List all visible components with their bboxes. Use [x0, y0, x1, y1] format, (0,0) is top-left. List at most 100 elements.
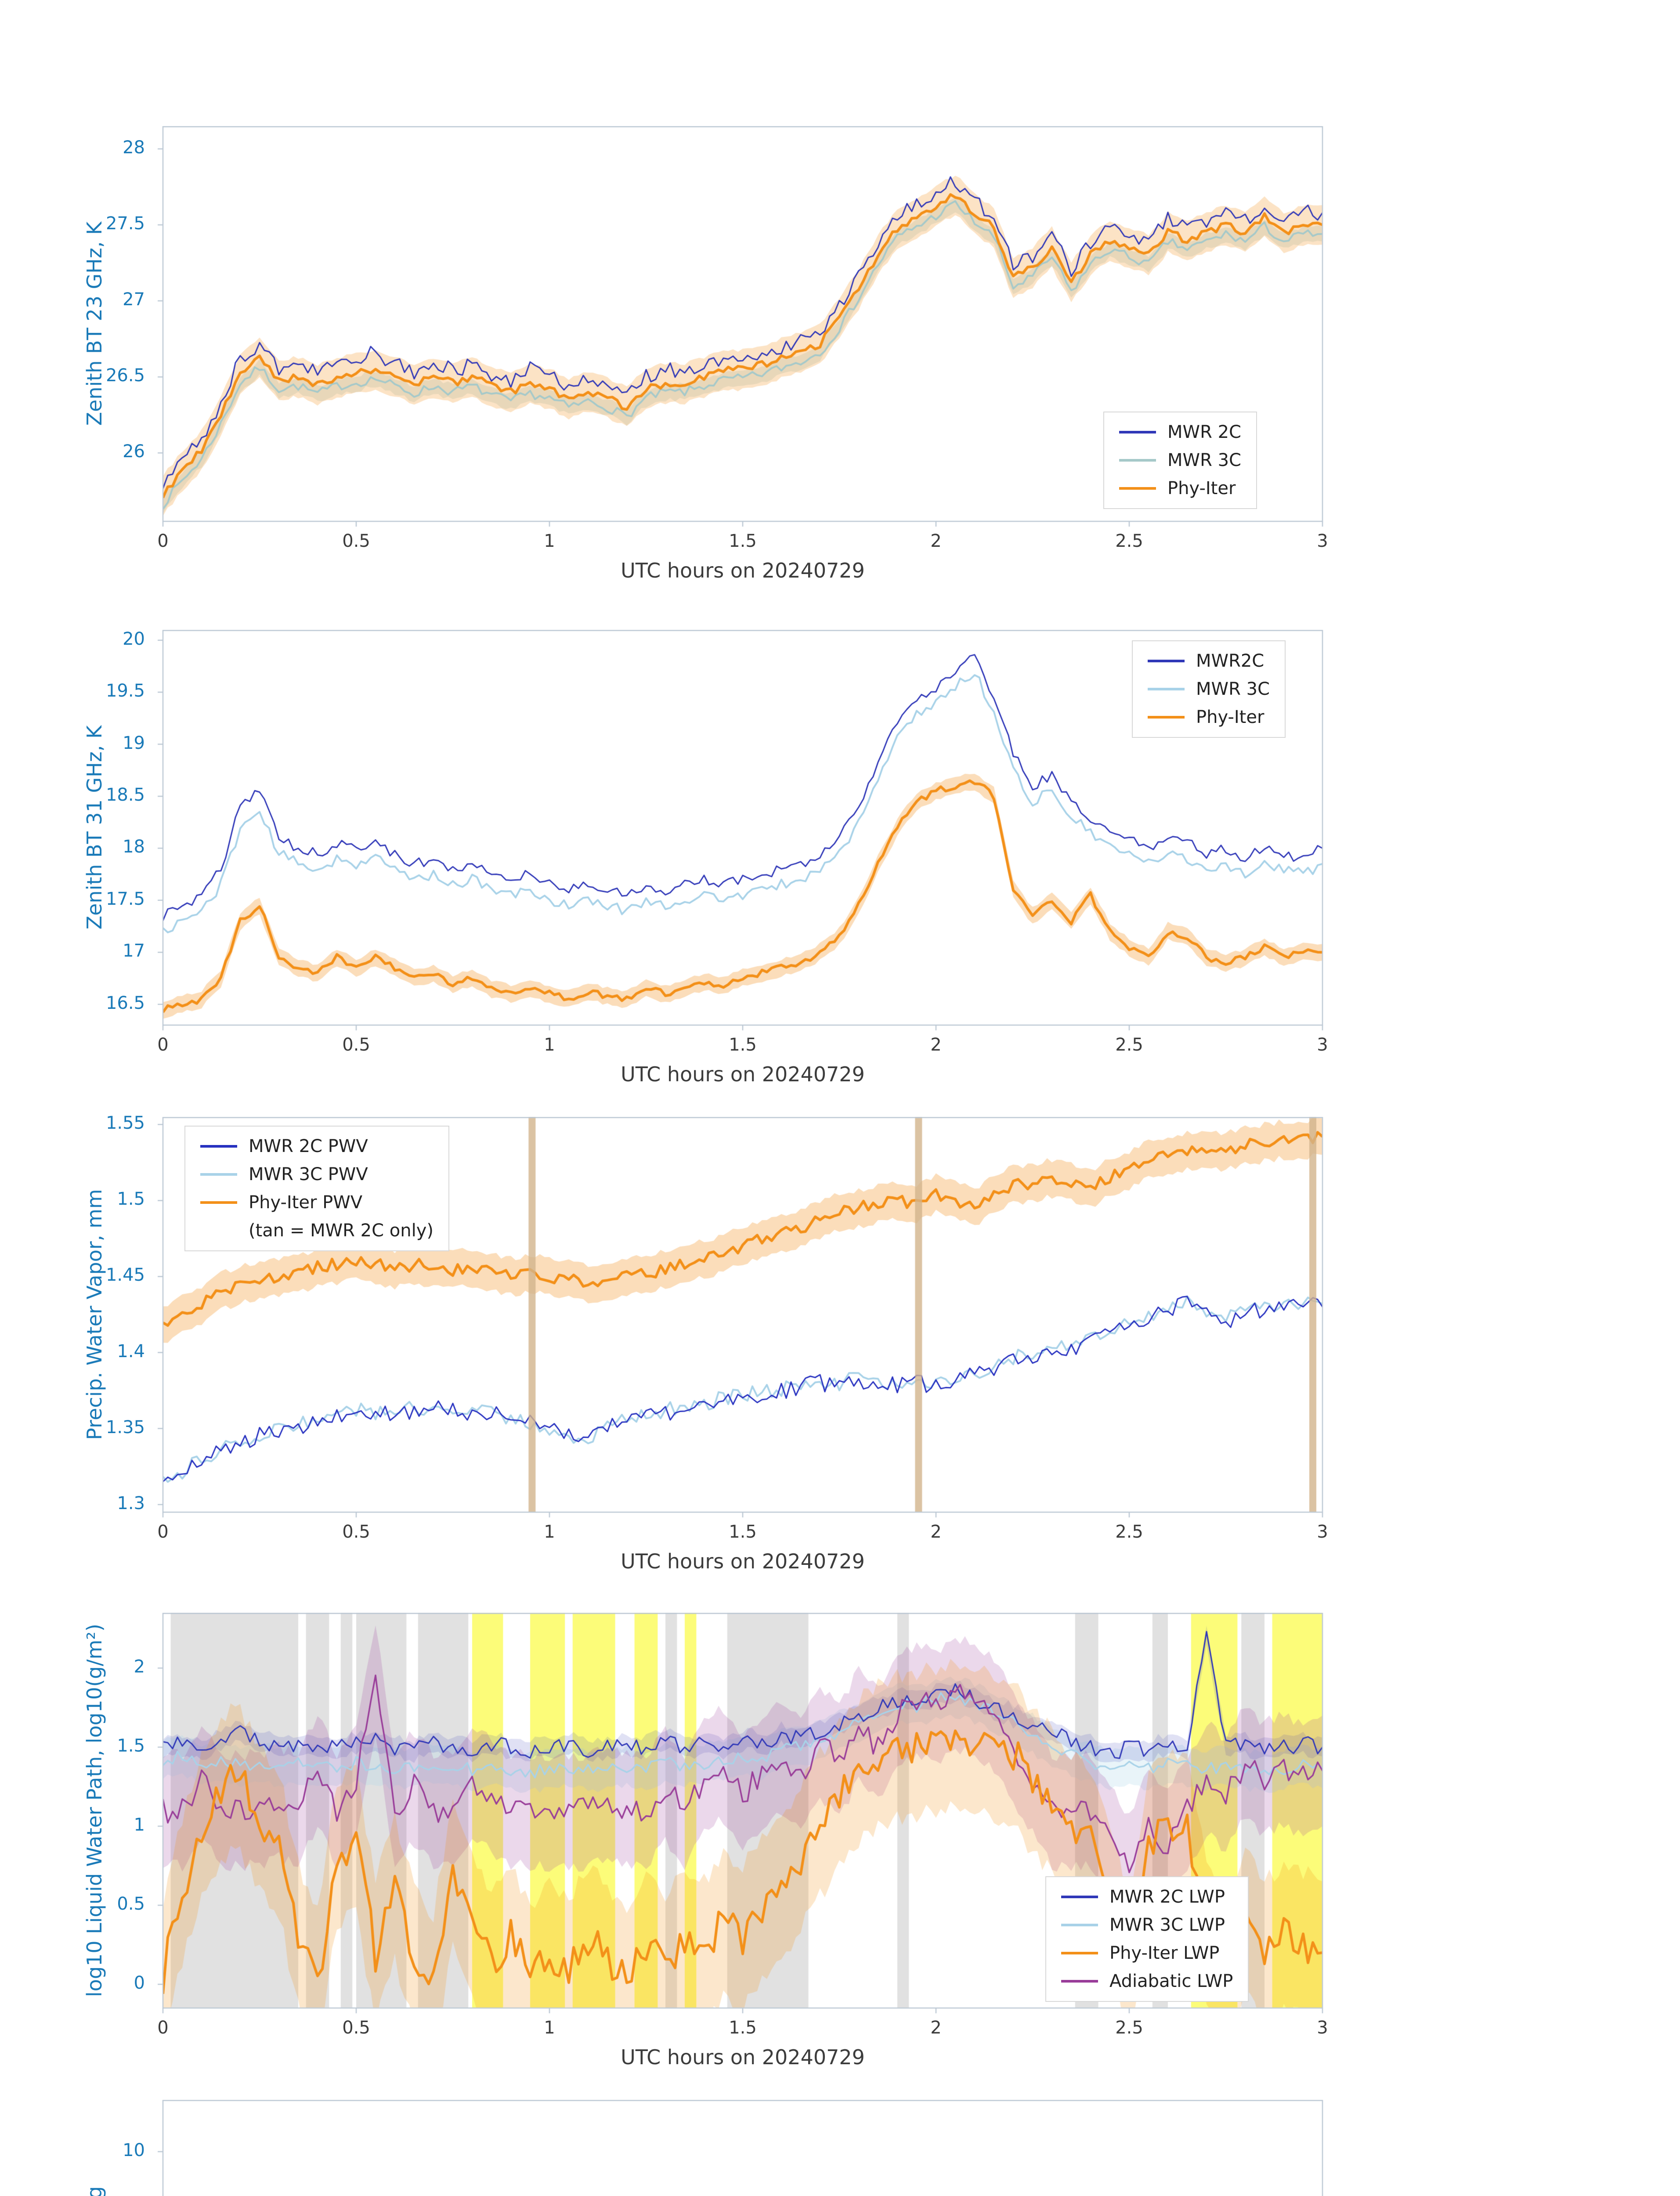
- legend: MWR 2C LWP MWR 3C LWP Phy-Iter LWP Adiabati…: [1045, 1876, 1249, 2002]
- x-tick-label: 0: [157, 1522, 169, 1542]
- legend-line-swatch: [200, 1201, 237, 1204]
- y-tick-label: 17.5: [105, 889, 145, 909]
- legend-line-swatch: [200, 1145, 237, 1148]
- x-tick-label: 2.5: [1115, 1522, 1143, 1542]
- legend-entry: MWR 3C LWP: [1061, 1915, 1233, 1935]
- y-axis-label: log10 Liquid Water Path, log10(g/m²): [83, 1623, 106, 1997]
- x-tick-label: 0.5: [342, 531, 370, 551]
- x-tick-label: 2.5: [1115, 2018, 1143, 2038]
- x-tick-label: 2.5: [1115, 1035, 1143, 1055]
- legend-line-swatch: [1061, 1980, 1098, 1983]
- x-tick-label: 2: [930, 1522, 942, 1542]
- y-tick-label: 1.5: [117, 1736, 145, 1756]
- y-axis-label: Precip. Water Vapor, mm: [83, 1189, 106, 1440]
- y-tick-label: 18.5: [105, 784, 145, 805]
- legend-entry: MWR2C: [1148, 651, 1270, 671]
- legend-line-swatch: [1119, 431, 1156, 433]
- y-tick-label: 26: [123, 441, 145, 462]
- legend-line-swatch: [1061, 1952, 1098, 1954]
- legend-line-swatch: [1148, 660, 1185, 662]
- x-tick-label: 0.5: [342, 2018, 370, 2038]
- plot-canvas-dq-flag: [0, 2100, 1680, 2196]
- y-tick-label: 0: [134, 1973, 145, 1993]
- y-tick-label: 27: [123, 289, 145, 310]
- x-tick-label: 3: [1317, 1522, 1328, 1542]
- chart-panel-pwv: Precip. Water Vapor, mm UTC hours on 202…: [0, 1113, 1680, 1626]
- legend-entry: MWR 3C: [1148, 679, 1270, 699]
- x-tick-label: 2: [930, 531, 942, 551]
- legend-entry: Phy-Iter: [1119, 478, 1241, 498]
- legend-line-swatch: [1148, 716, 1185, 719]
- plot-canvas-bt31: [0, 630, 1680, 1139]
- x-tick-label: 0: [157, 531, 169, 551]
- y-axis-label: MWR Phy Iter DQ Flag: [83, 2186, 106, 2196]
- legend-line-swatch: [1119, 459, 1156, 462]
- chart-panel-bt23: Zenith BT 23 GHz, K UTC hours on 2024072…: [0, 126, 1680, 636]
- legend-label: Phy-Iter LWP: [1109, 1943, 1220, 1963]
- plot-canvas-lwp: [0, 1613, 1680, 2122]
- plot-canvas-bt23: [0, 126, 1680, 636]
- y-tick-label: 16.5: [105, 993, 145, 1013]
- legend-entry: MWR 2C LWP: [1061, 1887, 1233, 1907]
- legend-label: (tan = MWR 2C only): [249, 1221, 434, 1241]
- x-tick-label: 3: [1317, 2018, 1328, 2038]
- x-tick-label: 2: [930, 1035, 942, 1055]
- x-axis-label: UTC hours on 20240729: [621, 1062, 865, 1086]
- x-axis-label: UTC hours on 20240729: [621, 2045, 865, 2069]
- x-tick-label: 1: [544, 531, 555, 551]
- y-tick-label: 10: [123, 2140, 145, 2161]
- x-tick-label: 1: [544, 1522, 555, 1542]
- y-tick-label: 1.35: [105, 1417, 145, 1438]
- legend-line-swatch: [1061, 1896, 1098, 1898]
- legend-entry: MWR 3C: [1119, 450, 1241, 470]
- y-tick-label: 19: [123, 733, 145, 753]
- y-tick-label: 1.5: [117, 1189, 145, 1210]
- legend-entry: MWR 2C PWV: [200, 1136, 434, 1156]
- legend-line-swatch: [200, 1173, 237, 1176]
- x-tick-label: 1.5: [729, 531, 757, 551]
- legend-label: MWR 2C: [1167, 422, 1241, 442]
- legend: MWR2C MWR 3C Phy-Iter: [1132, 640, 1286, 738]
- chart-panel-dq-flag: MWR Phy Iter DQ Flag UTC hours on 202407…: [0, 2100, 1680, 2196]
- y-tick-label: 19.5: [105, 681, 145, 701]
- y-tick-label: 17: [123, 941, 145, 961]
- legend-entry: (tan = MWR 2C only): [200, 1221, 434, 1241]
- legend-label: MWR 2C LWP: [1109, 1887, 1225, 1907]
- y-tick-label: 1.45: [105, 1265, 145, 1286]
- chart-panel-lwp: log10 Liquid Water Path, log10(g/m²) UTC…: [0, 1613, 1680, 2122]
- x-axis-label: UTC hours on 20240729: [621, 559, 865, 582]
- x-tick-label: 3: [1317, 1035, 1328, 1055]
- y-tick-label: 2: [134, 1657, 145, 1677]
- x-tick-label: 3: [1317, 531, 1328, 551]
- x-axis-label: UTC hours on 20240729: [621, 1549, 865, 1573]
- y-tick-label: 1.4: [117, 1341, 145, 1362]
- legend-line-swatch: [1119, 487, 1156, 490]
- chart-panel-bt31: Zenith BT 31 GHz, K UTC hours on 2024072…: [0, 628, 1680, 1139]
- legend-line-swatch: [1148, 688, 1185, 690]
- y-tick-label: 20: [123, 628, 145, 649]
- legend-label: MWR 3C LWP: [1109, 1915, 1225, 1935]
- legend-entry: MWR 3C PWV: [200, 1164, 434, 1185]
- y-tick-label: 1.3: [117, 1493, 145, 1513]
- legend-label: Adiabatic LWP: [1109, 1971, 1233, 1991]
- x-tick-label: 1.5: [729, 2018, 757, 2038]
- x-tick-label: 2: [930, 2018, 942, 2038]
- legend-label: Phy-Iter PWV: [249, 1192, 363, 1213]
- legend-label: MWR 2C PWV: [249, 1136, 368, 1156]
- legend-entry: Phy-Iter PWV: [200, 1192, 434, 1213]
- y-tick-label: 27.5: [105, 213, 145, 234]
- y-tick-label: 0.5: [117, 1894, 145, 1914]
- legend-line-swatch: [1061, 1924, 1098, 1926]
- legend-entry: Adiabatic LWP: [1061, 1971, 1233, 1991]
- x-tick-label: 0: [157, 2018, 169, 2038]
- legend-entry: Phy-Iter LWP: [1061, 1943, 1233, 1963]
- x-tick-label: 0.5: [342, 1035, 370, 1055]
- legend-label: MWR2C: [1196, 651, 1265, 671]
- y-tick-label: 18: [123, 837, 145, 857]
- legend-label: MWR 3C: [1167, 450, 1241, 470]
- x-tick-label: 1: [544, 1035, 555, 1055]
- legend-label: MWR 3C: [1196, 679, 1270, 699]
- x-tick-label: 1.5: [729, 1522, 757, 1542]
- legend-label: Phy-Iter: [1196, 707, 1265, 727]
